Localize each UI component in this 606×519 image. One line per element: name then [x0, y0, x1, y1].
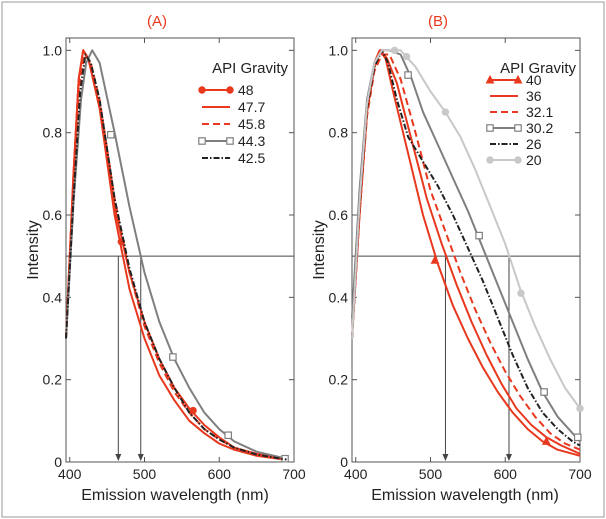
panel-b-series-20-marker: [390, 46, 399, 55]
panel-b-series-40-marker: [541, 436, 551, 445]
panel-b-legend-marker-20: [486, 156, 494, 164]
panel-b-legend-label-30.2: 30.2: [526, 120, 553, 136]
panel-a-legend-title: API Gravity: [212, 60, 288, 77]
panel-a-x-tick-label: 500: [133, 466, 157, 482]
panel-a-y-tick-label: 0.8: [43, 125, 63, 141]
panel-a-guide-lines: [66, 255, 294, 461]
panel-b-y-tick-label: 0: [340, 454, 348, 470]
panel-a-y-axis-label: Intensity: [25, 220, 42, 280]
panel-b-y-tick-label: 0.4: [329, 289, 349, 305]
panel-b-series-20-marker: [402, 52, 411, 61]
panel-b-series-lines: [351, 46, 584, 457]
panel-a-series-44.3-line: [65, 49, 287, 460]
panel-b-x-tick-label: 500: [419, 466, 443, 482]
panel-b-legend-label-26: 26: [526, 136, 542, 152]
panel-a-legend-marker-48: [198, 86, 206, 94]
panel-b-x-tick-label: 400: [344, 466, 368, 482]
panel-a-label: (A): [147, 13, 167, 30]
panel-b-series-30.2-marker: [573, 433, 582, 442]
panel-a-legend-marker-44.3: [226, 137, 234, 145]
panel-a-legend-label-42.5: 42.5: [238, 150, 265, 166]
panel-b-x-tick-label: 700: [568, 466, 592, 482]
panel-a-x-axis-label: Emission wavelength (nm): [81, 487, 269, 504]
panel-a-x-tick-label: 700: [282, 466, 306, 482]
panel-b-series-26-line: [351, 49, 581, 447]
panel-b-legend-label-40: 40: [526, 72, 542, 88]
panel-a-x-tick-label: 400: [58, 466, 82, 482]
panel-a-axis-ticks: 400 500 600 700 0 0.2 0.4 0.6 0.8 1.0: [43, 38, 306, 482]
panel-a-y-tick-label: 0.2: [43, 372, 63, 388]
panel-a-series-42.5-line: [65, 53, 287, 461]
panel-b-series-30.2-marker: [540, 388, 548, 396]
panel-a-series-48-marker: [189, 406, 197, 415]
panel-b-axis-ticks: 400 500 600 700 0 0.2 0.4 0.6 0.8 1.0: [329, 38, 592, 482]
panel-b-drop-arrow: [442, 454, 449, 461]
panel-b: (B) 400 500 600 700 0 0.2 0.4 0.6 0.8 1.0 Emissio…: [311, 13, 592, 504]
panel-b-legend-label-32.1: 32.1: [526, 104, 553, 120]
panel-b-legend-marker-30.2: [486, 124, 494, 132]
panel-a-drop-arrow: [137, 454, 144, 461]
panel-b-y-tick-label: 0.6: [329, 207, 349, 223]
panel-b-series-20-marker: [517, 289, 525, 297]
panel-a-series-47.7-line: [65, 49, 287, 461]
panel-a-x-tick-label: 600: [208, 466, 232, 482]
panel-a-series-44.3-marker: [107, 130, 115, 139]
panel-b-legend-marker-20: [514, 156, 522, 164]
panel-a-legend-label-47.7: 47.7: [238, 99, 265, 115]
panel-b-series-40-marker: [430, 255, 440, 264]
panel-b-series-30.2-marker: [404, 71, 412, 79]
panel-a-drop-arrow: [115, 454, 122, 461]
panel-b-series-30.2-marker: [475, 231, 483, 240]
panel-b-y-tick-label: 1.0: [329, 42, 349, 58]
panel-a-legend-label-48: 48: [238, 82, 254, 98]
panel-b-drop-arrow: [505, 454, 512, 461]
panel-a-series-44.3-marker: [224, 431, 233, 440]
panel-a-y-tick-label: 0: [54, 454, 62, 470]
panel-b-label: (B): [428, 13, 448, 30]
panel-a-y-tick-label: 0.6: [43, 207, 63, 223]
panel-b-legend-label-36: 36: [526, 88, 542, 104]
panel-b-plot-area: [351, 37, 581, 463]
panel-a-plot-area: [65, 37, 295, 463]
panel-a-y-tick-label: 1.0: [43, 42, 63, 58]
panel-b-x-axis-label: Emission wavelength (nm): [371, 487, 559, 504]
panel-a-legend-marker-44.3: [198, 137, 206, 145]
panel-b-guide-lines: [352, 255, 580, 461]
panel-b-y-tick-label: 0.8: [329, 125, 349, 141]
panel-b-y-tick-label: 0.2: [329, 372, 349, 388]
panel-b-x-tick-label: 600: [494, 466, 518, 482]
panel-b-legend-label-20: 20: [526, 152, 542, 168]
panel-a: (A) 400 500 600 700 0 0.2 0.4 0.6 0.8 1.0 Emissio…: [25, 13, 306, 504]
panel-a-legend-label-44.3: 44.3: [238, 133, 265, 149]
panel-b-legend-marker-30.2: [514, 124, 522, 132]
panel-b-legend-title: API Gravity: [500, 60, 576, 77]
panel-b-y-axis-label: Intensity: [311, 220, 328, 280]
panel-a-y-tick-label: 0.4: [43, 289, 63, 305]
panel-b-legend-marker-40: [485, 74, 495, 84]
panel-a-series-lines: [65, 49, 289, 463]
panel-a-legend-label-45.8: 45.8: [238, 116, 265, 132]
panel-b-series-20-marker: [441, 108, 450, 116]
panel-a-legend-marker-48: [226, 86, 234, 94]
panel-a-series-44.3-marker: [169, 353, 177, 361]
panel-b-legend-marker-40: [513, 74, 523, 84]
panel-b-series-20-marker: [576, 404, 584, 413]
